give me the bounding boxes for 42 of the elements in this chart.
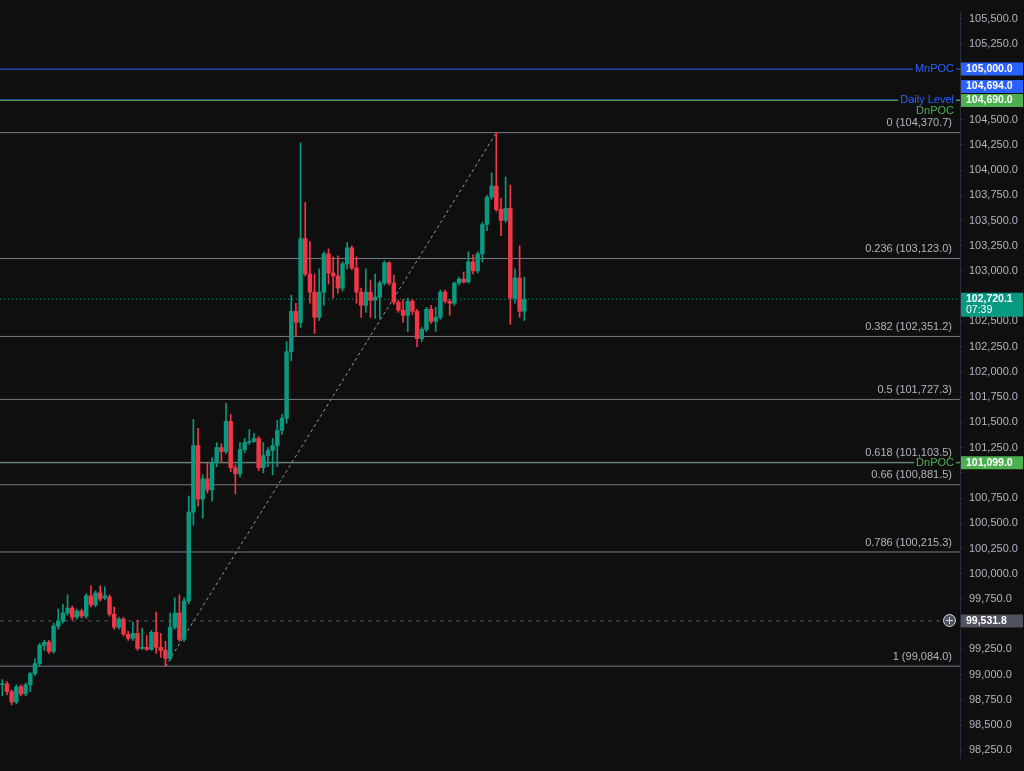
- y-tick-label: 98,250.0: [969, 743, 1012, 756]
- text: 101,099.0: [966, 455, 1013, 468]
- y-tick-label: 100,750.0: [969, 491, 1018, 504]
- y-tick-label: 105,250.0: [969, 36, 1018, 49]
- text: 99,531.8: [966, 613, 1008, 626]
- y-tick-label: 103,500.0: [969, 213, 1018, 226]
- ref-line-label: 1 (99,084.0): [892, 649, 952, 662]
- text: 104,694.0: [966, 79, 1013, 92]
- y-tick-label: 99,250.0: [969, 642, 1012, 655]
- y-tick-label: 99,750.0: [969, 591, 1012, 604]
- y-tick-label: 98,750.0: [969, 692, 1012, 705]
- y-tick-label: 102,500.0: [969, 314, 1018, 327]
- y-tick-label: 102,250.0: [969, 339, 1018, 352]
- y-tick-label: 100,250.0: [969, 541, 1018, 554]
- y-tick-label: 105,500.0: [969, 11, 1018, 24]
- ref-line-label: 0.236 (103,123.0): [865, 242, 952, 255]
- y-tick-label: 101,250.0: [969, 440, 1018, 453]
- text: 105,000.0: [966, 62, 1013, 75]
- y-tick-label: 103,750.0: [969, 188, 1018, 201]
- y-tick-label: 104,000.0: [969, 163, 1018, 176]
- y-tick-label: 100,000.0: [969, 566, 1018, 579]
- y-tick-label: 101,500.0: [969, 415, 1018, 428]
- ref-line-label: 0.5 (101,727.3): [877, 382, 952, 395]
- y-tick-label: 98,500.0: [969, 718, 1012, 731]
- y-tick-label: 100,500.0: [969, 516, 1018, 529]
- y-tick-label: 99,000.0: [969, 667, 1012, 680]
- ref-line-label: 0.786 (100,215.3): [865, 535, 952, 548]
- text: 102,720.1: [966, 292, 1013, 305]
- y-tick-label: 104,500.0: [969, 112, 1018, 125]
- ref-line-label: MnPOC: [914, 62, 955, 75]
- ref-line-label: 0 (104,370.7): [886, 116, 952, 129]
- y-tick-label: 103,000.0: [969, 263, 1018, 276]
- ref-line-label: DnPOC: [916, 104, 955, 117]
- ref-line-label: 0.66 (100,881.5): [871, 468, 952, 481]
- text: 07:39: [966, 303, 993, 316]
- y-tick-label: 101,750.0: [969, 390, 1018, 403]
- y-tick-label: 102,000.0: [969, 364, 1018, 377]
- ref-line-label: 0.382 (102,351.2): [865, 319, 952, 332]
- y-tick-label: 104,250.0: [969, 137, 1018, 150]
- y-tick-label: 103,250.0: [969, 238, 1018, 251]
- ref-line-label: Daily Level: [900, 93, 954, 106]
- text: 104,690.0: [966, 93, 1013, 106]
